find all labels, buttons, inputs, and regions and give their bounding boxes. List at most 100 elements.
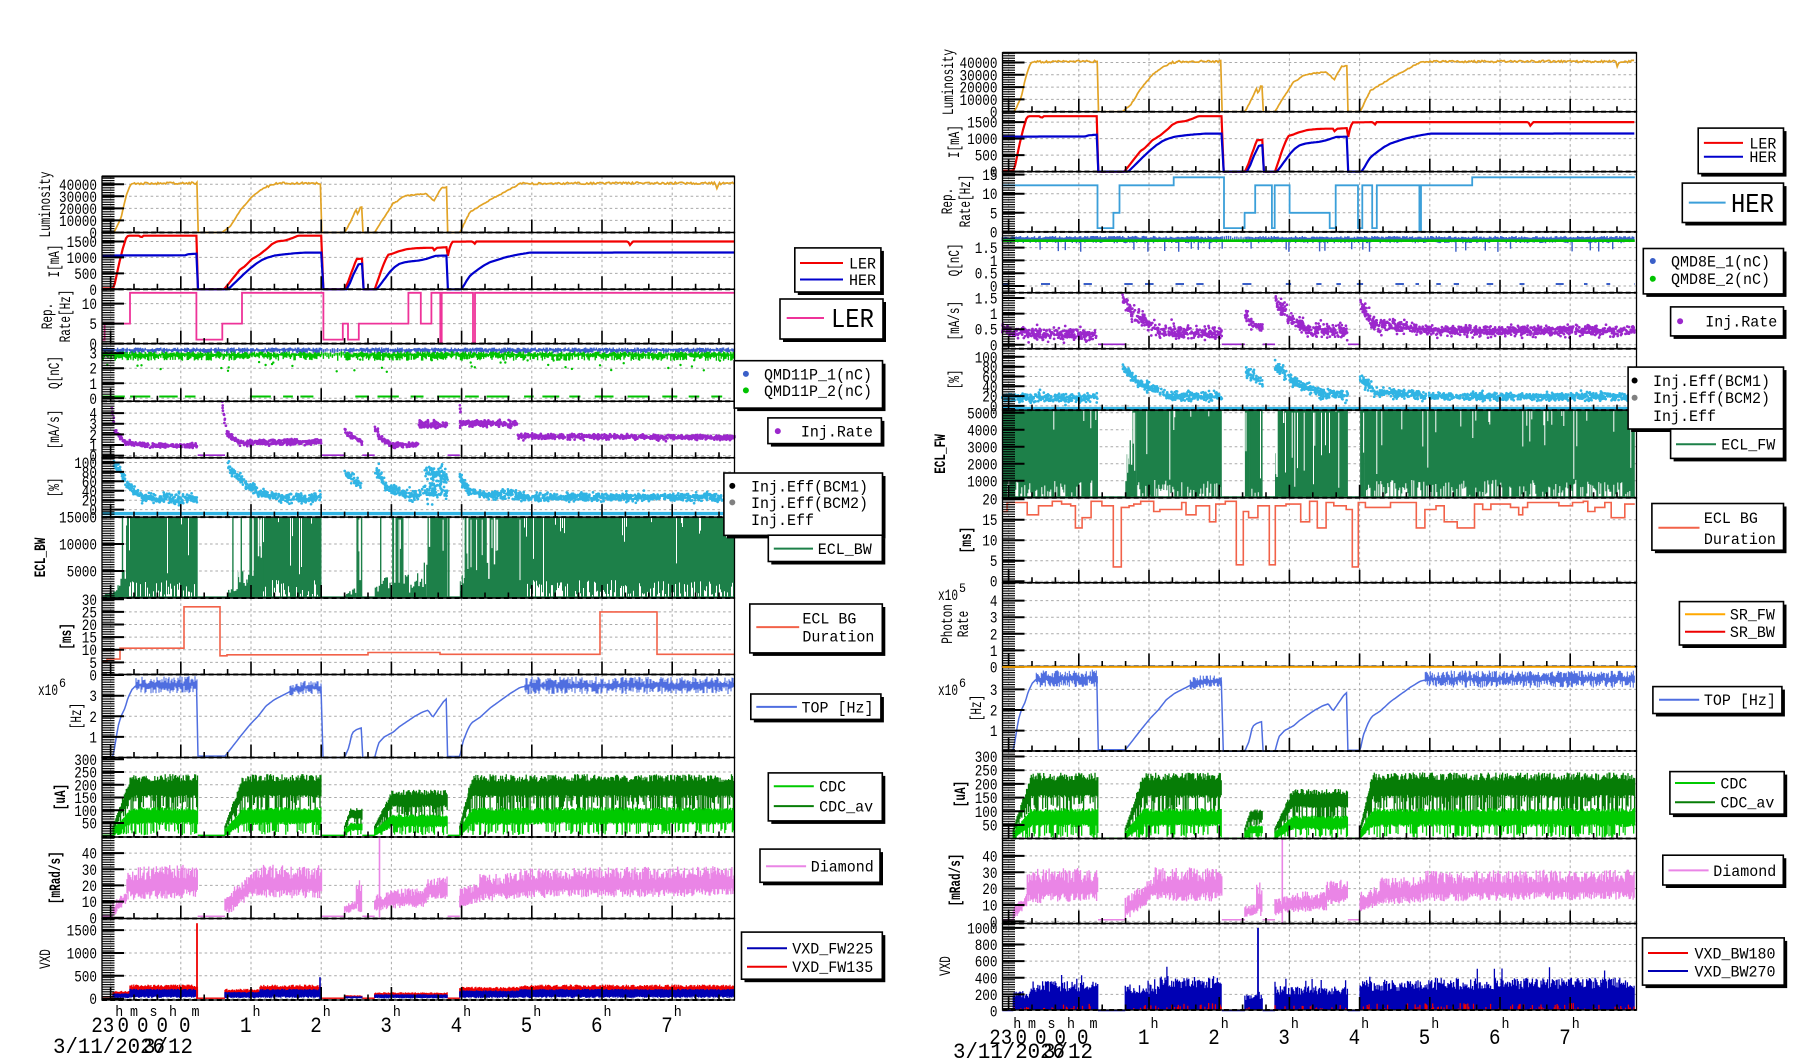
svg-text:300: 300 <box>74 752 97 770</box>
svg-text:LER: LER <box>849 255 876 273</box>
svg-text:5: 5 <box>990 553 998 571</box>
svg-text:100: 100 <box>74 455 97 473</box>
svg-text:m: m <box>1028 1016 1036 1033</box>
svg-text:4: 4 <box>89 406 97 424</box>
svg-text:2: 2 <box>990 703 998 721</box>
svg-text:100: 100 <box>975 349 998 367</box>
svg-text:CDC: CDC <box>1720 775 1747 793</box>
svg-text:3/12: 3/12 <box>143 1035 193 1060</box>
svg-text:40: 40 <box>982 848 997 866</box>
svg-text:1000: 1000 <box>967 473 997 491</box>
svg-text:1000: 1000 <box>67 250 97 268</box>
svg-text:Inj.Rate: Inj.Rate <box>1705 314 1777 332</box>
svg-text:1500: 1500 <box>67 234 97 252</box>
svg-text:x10: x10 <box>38 682 58 700</box>
svg-text:0: 0 <box>990 398 998 416</box>
svg-text:1: 1 <box>990 253 998 271</box>
svg-text:20: 20 <box>982 389 997 407</box>
svg-text:h: h <box>1361 1016 1369 1033</box>
svg-text:25: 25 <box>82 604 97 622</box>
svg-text:2: 2 <box>310 1014 322 1039</box>
svg-text:1: 1 <box>89 376 97 394</box>
svg-text:Q[nC]: Q[nC] <box>946 243 964 276</box>
svg-text:1: 1 <box>990 723 998 741</box>
svg-text:500: 500 <box>74 266 97 284</box>
svg-text:m: m <box>130 1004 138 1021</box>
svg-text:h: h <box>1572 1016 1580 1033</box>
svg-text:1: 1 <box>990 306 998 324</box>
svg-text:ECL_FW: ECL_FW <box>1721 437 1775 455</box>
svg-text:m: m <box>1090 1016 1098 1033</box>
svg-text:QMD8E_1(nC): QMD8E_1(nC) <box>1671 253 1770 271</box>
svg-text:Inj.Eff(BCM1): Inj.Eff(BCM1) <box>1653 373 1770 391</box>
svg-text:15000: 15000 <box>59 510 97 528</box>
svg-text:QMD8E_2(nC): QMD8E_2(nC) <box>1671 271 1770 289</box>
svg-text:Inj.Rate: Inj.Rate <box>801 424 873 442</box>
svg-text:0: 0 <box>89 910 97 928</box>
svg-text:[ms]: [ms] <box>58 623 76 649</box>
svg-text:1: 1 <box>89 438 97 456</box>
svg-text:SR_BW: SR_BW <box>1730 624 1775 642</box>
svg-text:20: 20 <box>82 493 97 511</box>
svg-text:Photon: Photon <box>939 604 957 644</box>
svg-text:10: 10 <box>82 296 97 314</box>
svg-text:23: 23 <box>989 1026 1012 1051</box>
svg-text:0: 0 <box>990 574 998 592</box>
svg-text:6: 6 <box>1489 1026 1501 1051</box>
svg-text:2: 2 <box>990 626 998 644</box>
svg-text:50: 50 <box>982 818 997 836</box>
svg-text:80: 80 <box>982 359 997 377</box>
svg-text:VXD: VXD <box>37 949 55 969</box>
svg-text:h: h <box>169 1004 177 1021</box>
svg-text:20: 20 <box>982 881 997 899</box>
svg-text:0: 0 <box>89 336 97 354</box>
svg-text:40: 40 <box>82 846 97 864</box>
svg-text:3/12: 3/12 <box>1043 1040 1093 1062</box>
svg-text:HER: HER <box>1731 191 1774 221</box>
svg-text:30000: 30000 <box>59 189 97 207</box>
svg-text:80: 80 <box>82 464 97 482</box>
svg-text:[mA/s]: [mA/s] <box>946 301 964 341</box>
svg-text:h: h <box>604 1004 612 1021</box>
svg-text:500: 500 <box>74 968 97 986</box>
svg-text:15: 15 <box>982 512 997 530</box>
svg-text:100: 100 <box>975 804 998 822</box>
svg-text:0: 0 <box>179 1014 191 1039</box>
svg-text:h: h <box>533 1004 541 1021</box>
svg-text:Inj.Eff(BCM2): Inj.Eff(BCM2) <box>751 495 868 513</box>
svg-text:VXD_FW225: VXD_FW225 <box>792 941 873 959</box>
svg-text:5000: 5000 <box>967 405 997 423</box>
svg-text:0.5: 0.5 <box>975 322 998 340</box>
svg-text:0: 0 <box>1055 1026 1067 1051</box>
svg-text:LER: LER <box>831 306 874 336</box>
svg-text:3: 3 <box>89 346 97 364</box>
svg-text:[uA]: [uA] <box>952 781 970 807</box>
svg-text:30: 30 <box>82 862 97 880</box>
svg-text:60: 60 <box>982 369 997 387</box>
svg-text:h: h <box>1431 1016 1439 1033</box>
svg-text:0: 0 <box>990 660 998 678</box>
svg-text:0: 0 <box>89 502 97 520</box>
svg-text:50: 50 <box>82 816 97 834</box>
svg-text:10000: 10000 <box>960 92 998 110</box>
svg-text:0: 0 <box>1077 1026 1089 1051</box>
svg-text:SR_FW: SR_FW <box>1730 607 1775 625</box>
svg-text:30: 30 <box>82 592 97 610</box>
svg-text:HER: HER <box>1749 149 1776 167</box>
svg-text:[mA/s]: [mA/s] <box>46 410 64 450</box>
svg-text:0: 0 <box>990 164 998 182</box>
svg-text:ECL BG: ECL BG <box>802 611 856 629</box>
svg-text:5: 5 <box>89 655 97 673</box>
svg-text:1500: 1500 <box>67 923 97 941</box>
svg-text:10: 10 <box>982 533 997 551</box>
svg-text:20: 20 <box>82 617 97 635</box>
svg-text:2: 2 <box>89 361 97 379</box>
svg-text:3: 3 <box>990 610 998 628</box>
svg-text:1: 1 <box>1138 1026 1150 1051</box>
svg-text:TOP [Hz]: TOP [Hz] <box>1704 692 1776 710</box>
svg-text:Luminosity: Luminosity <box>940 49 958 115</box>
svg-text:CDC: CDC <box>819 779 846 797</box>
svg-text:3: 3 <box>990 682 998 700</box>
svg-text:10: 10 <box>982 898 997 916</box>
svg-text:CDC_av: CDC_av <box>1720 795 1774 813</box>
